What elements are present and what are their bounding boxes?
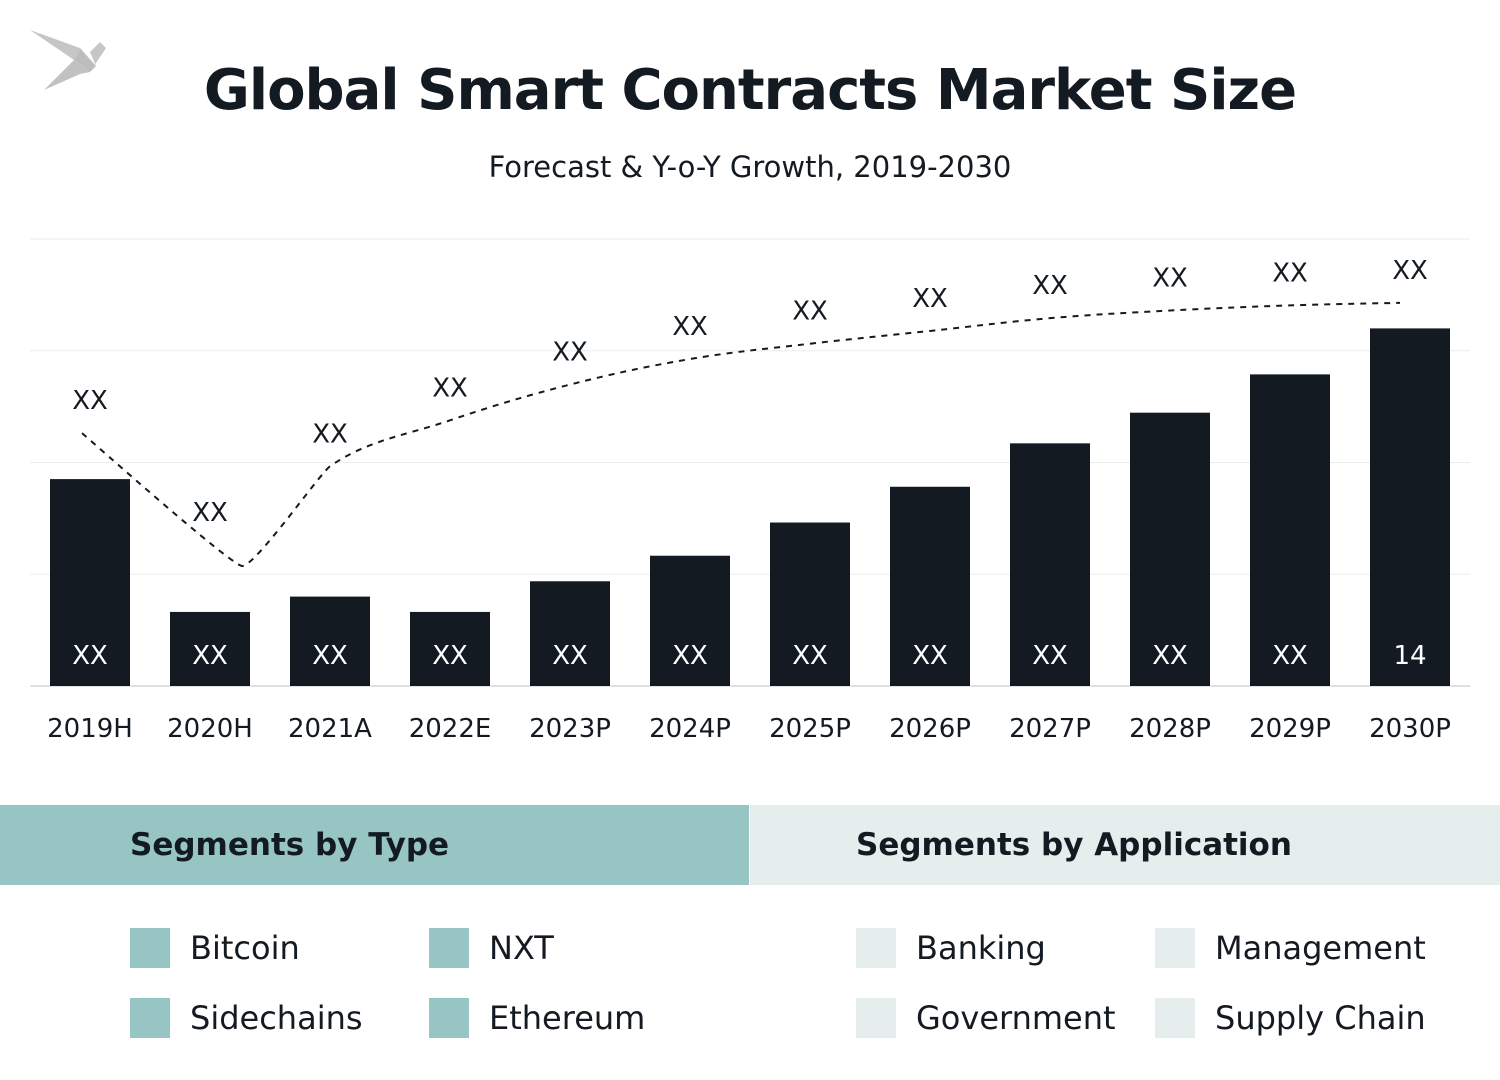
x-tick-label: 2023P xyxy=(529,714,611,744)
x-tick-label: 2021A xyxy=(288,714,372,744)
x-tick-label: 2030P xyxy=(1369,714,1451,744)
growth-label: XX xyxy=(1392,256,1428,286)
legend-swatch-supply-chain xyxy=(1155,998,1195,1038)
bar-2026P xyxy=(890,486,970,686)
growth-label: XX xyxy=(1032,271,1068,301)
bar-2023P xyxy=(530,581,610,686)
x-tick-label: 2019H xyxy=(47,714,133,744)
growth-label: XX xyxy=(912,284,948,314)
bar-2019H xyxy=(50,479,130,686)
growth-line xyxy=(81,301,1401,567)
growth-label: XX xyxy=(1272,258,1308,288)
growth-label: XX xyxy=(432,373,468,403)
legend-label-government: Government xyxy=(916,999,1116,1037)
chart-subtitle: Forecast & Y-o-Y Growth, 2019-2030 xyxy=(488,150,1012,184)
growth-label: XX xyxy=(72,386,108,416)
legend-label-supply-chain: Supply Chain xyxy=(1215,999,1426,1037)
legend-swatch-bitcoin xyxy=(130,928,170,968)
bar-value-label: XX xyxy=(72,641,108,671)
legend-label-ethereum: Ethereum xyxy=(489,999,646,1037)
bar-value-label: 14 xyxy=(1393,641,1426,671)
growth-label: XX xyxy=(552,338,588,368)
legend-swatch-government xyxy=(856,998,896,1038)
segments-by-application-title: Segments by Application xyxy=(856,827,1292,863)
segments-by-application-header: Segments by Application xyxy=(750,805,1500,885)
x-tick-label: 2020H xyxy=(167,714,253,744)
legend-swatch-sidechains xyxy=(130,998,170,1038)
x-tick-label: 2022E xyxy=(409,714,492,744)
legend-label-banking: Banking xyxy=(916,929,1046,967)
bar-2029P xyxy=(1250,374,1330,686)
growth-label: XX xyxy=(312,419,348,449)
bar-value-label: XX xyxy=(1272,641,1308,671)
bar-value-label: XX xyxy=(1152,641,1188,671)
legend-label-bitcoin: Bitcoin xyxy=(190,929,300,967)
legend-swatch-management xyxy=(1155,928,1195,968)
bar-value-label: XX xyxy=(672,641,708,671)
growth-label: XX xyxy=(792,297,828,327)
bar-value-label: XX xyxy=(192,641,228,671)
x-tick-label: 2029P xyxy=(1249,714,1331,744)
legend-swatch-ethereum xyxy=(429,998,469,1038)
legend-label-nxt: NXT xyxy=(489,929,554,967)
bar-2028P xyxy=(1130,412,1210,686)
bar-2030P xyxy=(1370,328,1450,686)
bar-2022E xyxy=(410,611,490,686)
bar-value-label: XX xyxy=(552,641,588,671)
growth-label: XX xyxy=(192,498,228,528)
bar-2020H xyxy=(170,611,250,686)
bar-value-label: XX xyxy=(792,641,828,671)
bar-2027P xyxy=(1010,443,1090,686)
segments-by-type-title: Segments by Type xyxy=(130,827,450,863)
chart-title: Global Smart Contracts Market Size xyxy=(203,58,1297,123)
legend-swatch-nxt xyxy=(429,928,469,968)
bar-2025P xyxy=(770,522,850,686)
bar-value-label: XX xyxy=(432,641,468,671)
growth-label: XX xyxy=(1152,264,1188,294)
x-tick-label: 2026P xyxy=(889,714,971,744)
bar-value-label: XX xyxy=(1032,641,1068,671)
bar-value-label: XX xyxy=(912,641,948,671)
bar-chart: XX 2019H XX 2020H XX 2021A XX 2022E XX 2023P XX 202… xyxy=(30,238,1470,744)
bar-value-label: XX xyxy=(312,641,348,671)
x-tick-label: 2024P xyxy=(649,714,731,744)
x-tick-label: 2028P xyxy=(1129,714,1211,744)
segments-by-type-header: Segments by Type xyxy=(0,805,749,885)
bar-2024P xyxy=(650,555,730,686)
growth-label: XX xyxy=(672,312,708,342)
bar-2021A xyxy=(290,596,370,686)
origami-bird-icon xyxy=(30,30,106,90)
x-tick-label: 2027P xyxy=(1009,714,1091,744)
legend-swatch-banking xyxy=(856,928,896,968)
legend-label-sidechains: Sidechains xyxy=(190,999,363,1037)
x-tick-label: 2025P xyxy=(769,714,851,744)
legend-label-management: Management xyxy=(1215,929,1426,967)
